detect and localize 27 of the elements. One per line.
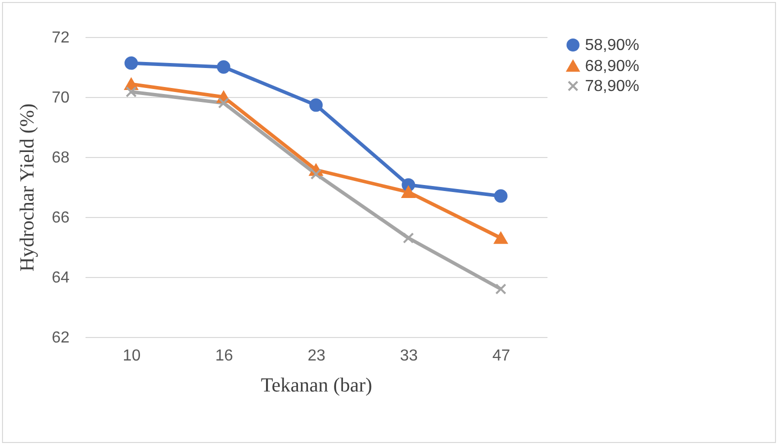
y-tick-label: 66 (52, 210, 70, 226)
y-axis-title: Hydrochar Yield (%) (16, 103, 39, 272)
x-tick-label: 16 (215, 348, 234, 364)
point (216, 60, 230, 74)
legend-label: 58,90% (585, 37, 640, 54)
x-tick-label: 10 (122, 348, 141, 364)
x-tick-label: 33 (400, 348, 418, 364)
legend-label: 68,90% (585, 58, 640, 75)
x-tick-label: 47 (492, 348, 510, 364)
point (402, 232, 414, 244)
x-tick-label: 23 (308, 348, 326, 364)
point (402, 186, 416, 198)
point (124, 56, 138, 70)
point (309, 98, 323, 112)
y-tick-label: 62 (52, 330, 70, 346)
y-tick-label: 72 (52, 30, 70, 46)
legend-label: 78,90% (585, 78, 640, 95)
y-tick-label: 64 (52, 270, 70, 286)
point (126, 86, 137, 98)
point (494, 189, 508, 203)
point (494, 232, 508, 244)
x-axis-title: Tekanan (bar) (260, 374, 372, 396)
y-tick-label: 70 (52, 90, 70, 106)
point (218, 97, 230, 109)
y-tick-label: 68 (52, 150, 70, 166)
point (495, 283, 506, 295)
point (310, 168, 322, 180)
